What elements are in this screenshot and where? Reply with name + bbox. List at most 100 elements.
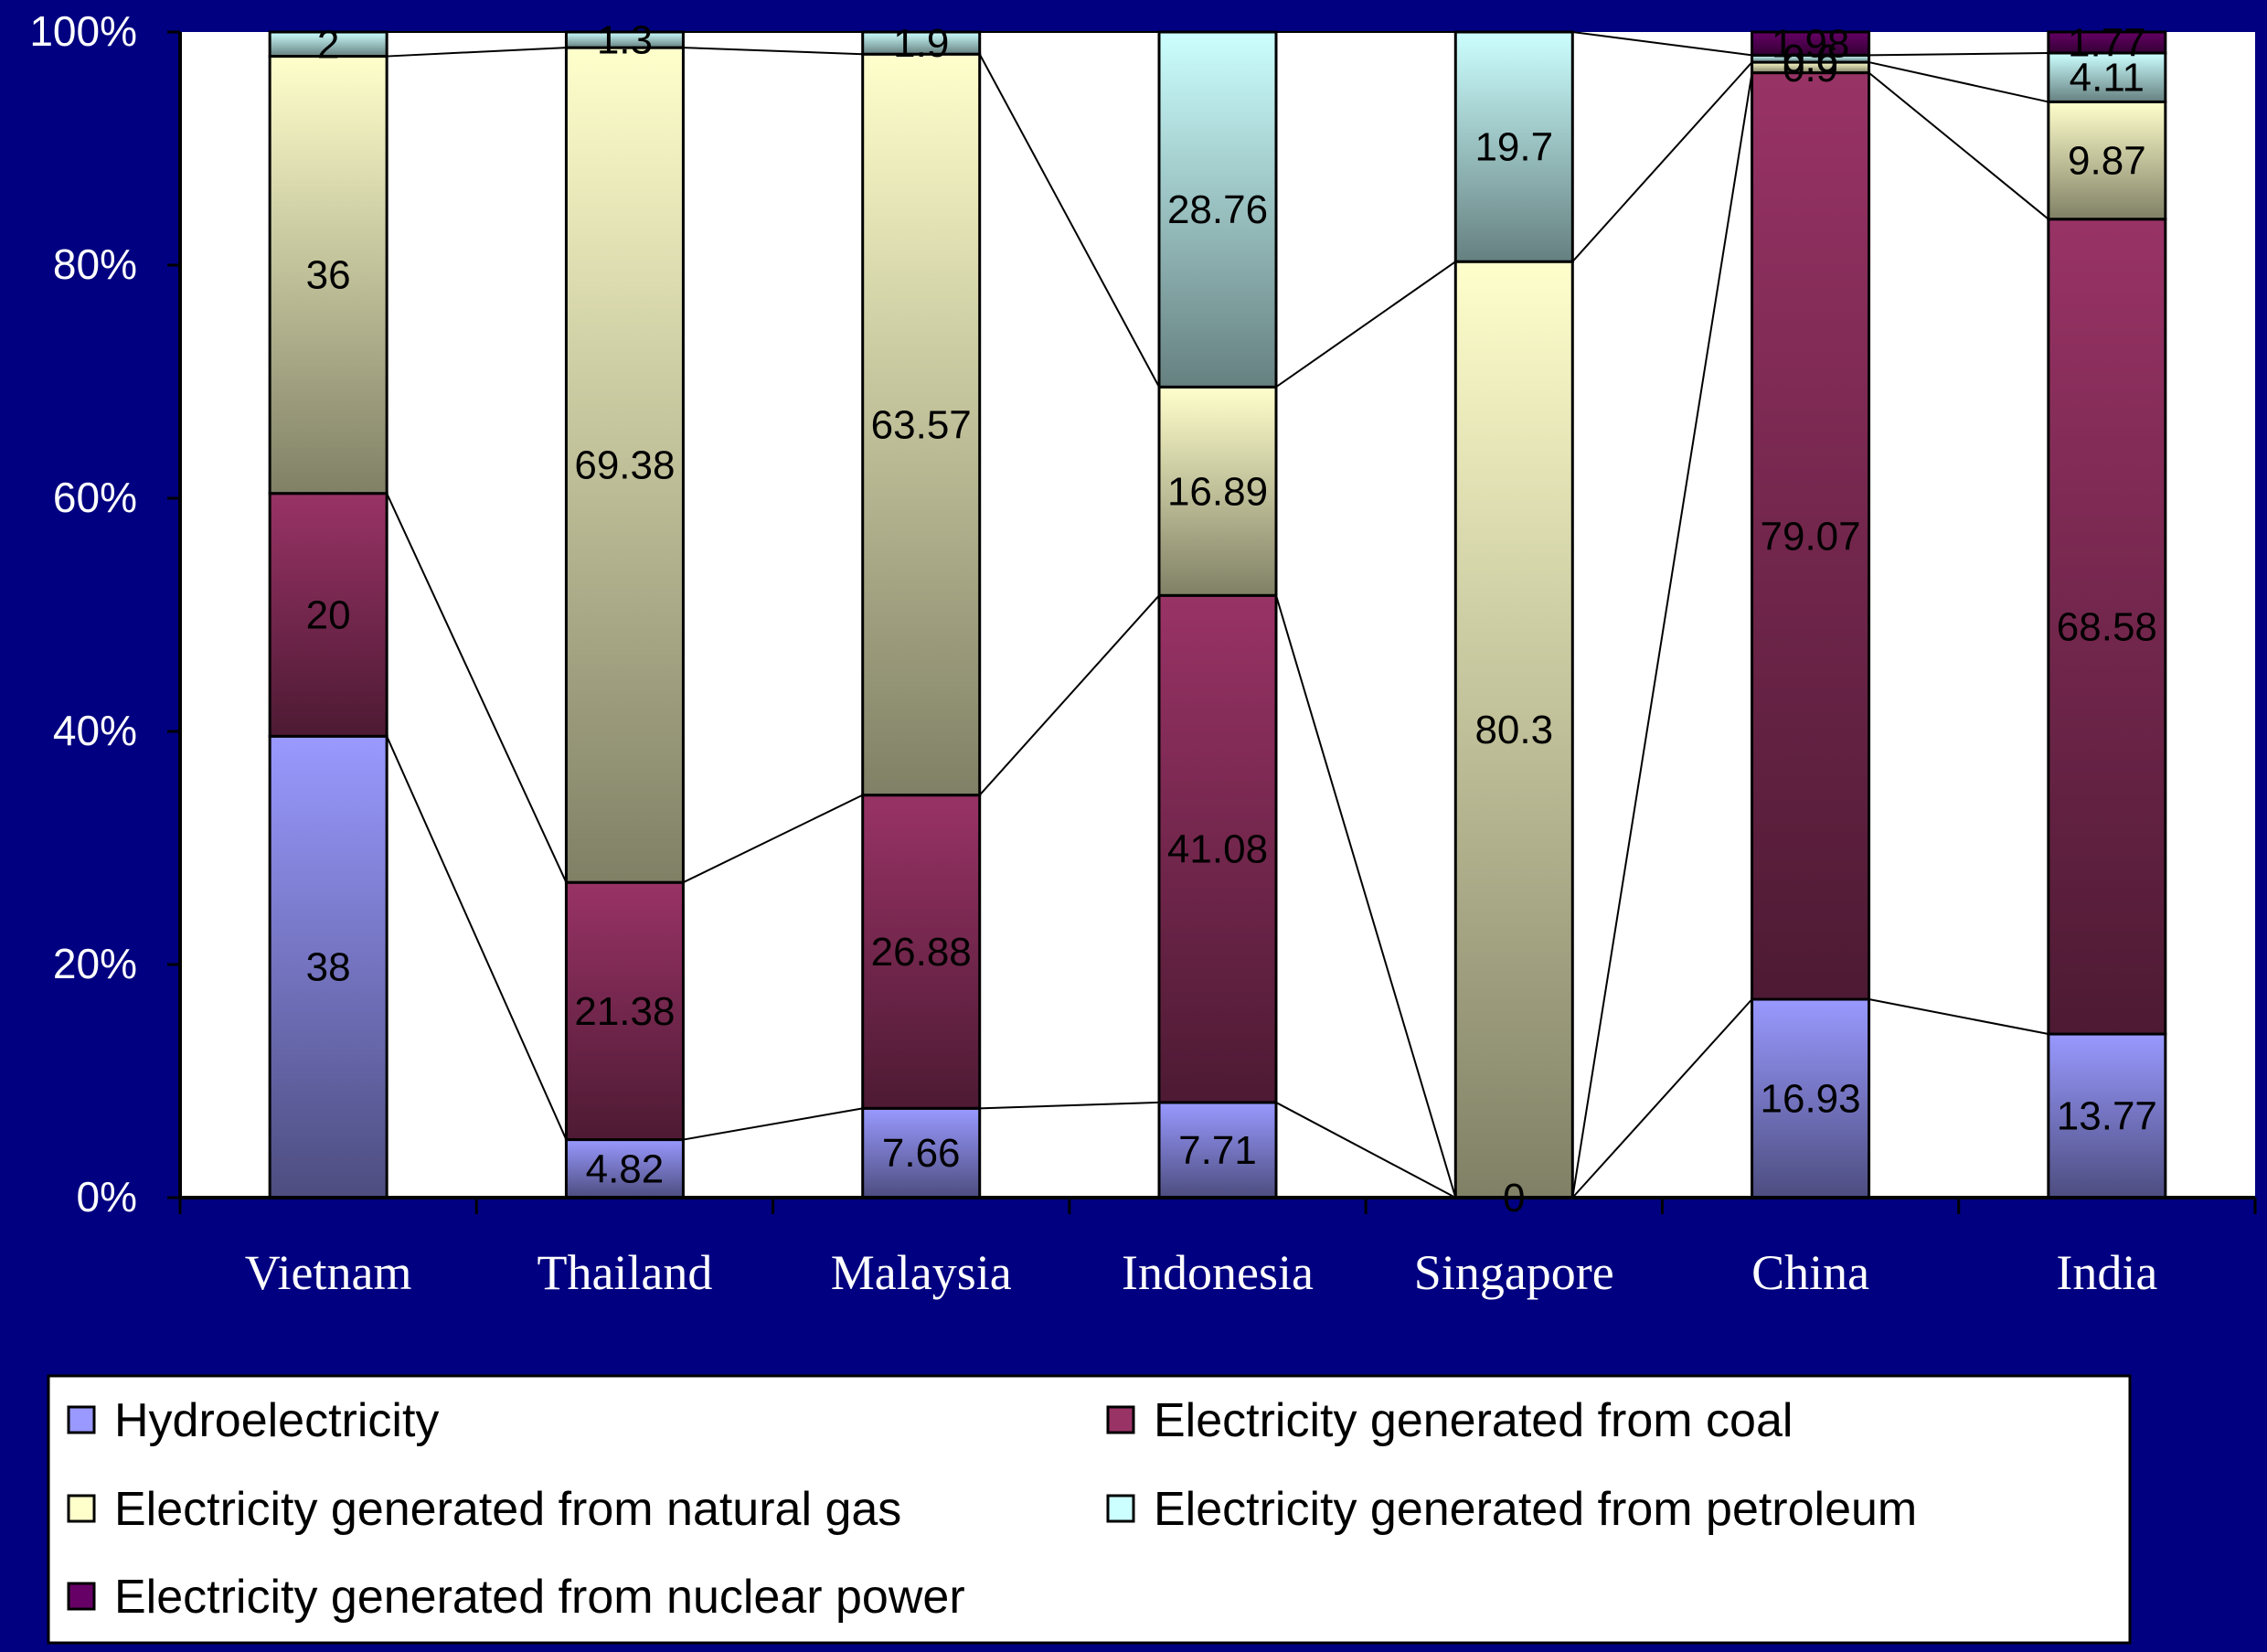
legend: Hydroelectricity Electricity generated fr… (47, 1374, 2132, 1645)
bar-indonesia-electricity-generated-from-coal (1157, 593, 1278, 1104)
data-label-india-electricity-generated-from-nuclear-power: 1.77 (2068, 21, 2146, 66)
bar-india-electricity-generated-from-nuclear-power (2047, 30, 2167, 55)
x-tick-label-china: China (1751, 1245, 1869, 1300)
bar-india-electricity-generated-from-coal (2047, 218, 2167, 1036)
data-label-malaysia-hydroelectricity: 7.66 (882, 1131, 961, 1176)
bar-vietnam-electricity-generated-from-natural-gas (268, 55, 388, 496)
bar-china-electricity-generated-from-nuclear-power (1751, 30, 1871, 57)
data-label-china-electricity-generated-from-petroleum: 0.6 (1783, 37, 1838, 81)
bar-malaysia-electricity-generated-from-petroleum (861, 30, 982, 56)
x-tick-label-indonesia: Indonesia (1122, 1245, 1314, 1300)
data-label-india-hydroelectricity: 13.77 (2057, 1094, 2157, 1139)
bar-china-hydroelectricity (1751, 997, 1871, 1199)
series-line-china-hydroelectricity (1868, 998, 2049, 1036)
bar-indonesia-electricity-generated-from-natural-gas (1157, 385, 1278, 597)
data-label-indonesia-hydroelectricity: 7.71 (1178, 1128, 1257, 1173)
x-tick-label-singapore: Singapore (1414, 1245, 1614, 1300)
series-line-malaysia-electricity-generated-from-natural-gas (978, 53, 1160, 388)
bars (268, 30, 2167, 1199)
data-label-thailand-electricity-generated-from-petroleum: 1.3 (597, 18, 653, 63)
bar-indonesia-hydroelectricity (1157, 1101, 1278, 1199)
data-label-india-electricity-generated-from-petroleum: 4.11 (2070, 56, 2145, 101)
axes (178, 32, 2255, 1199)
legend-label-electricity-generated-from-natural-gas: Electricity generated from natural gas (114, 1483, 901, 1536)
bar-vietnam-electricity-generated-from-coal (268, 492, 388, 738)
y-tick-label: 0% (77, 1173, 137, 1220)
legend-swatch-electricity-generated-from-coal (1106, 1405, 1135, 1434)
legend-label-electricity-generated-from-coal: Electricity generated from coal (1154, 1394, 1793, 1447)
series-line-indonesia-electricity-generated-from-natural-gas (1275, 261, 1456, 389)
bar-indonesia-electricity-generated-from-petroleum (1157, 30, 1278, 389)
series-line-china-electricity-generated-from-natural-gas (1868, 61, 2049, 103)
series-line-indonesia-hydroelectricity (1275, 1102, 1456, 1199)
data-label-china-electricity-generated-from-nuclear-power: 1.98 (1772, 22, 1850, 67)
bar-thailand-hydroelectricity (564, 1138, 685, 1199)
y-axis-ticks: 0% 20% 40% 60% 80% 100% (29, 7, 180, 1220)
y-tick-label: 60% (53, 474, 137, 521)
series-line-singapore-electricity-generated-from-petroleum (1572, 31, 1752, 57)
data-label-thailand-electricity-generated-from-natural-gas: 69.38 (574, 443, 675, 488)
data-label-china-electricity-generated-from-natural-gas: 0.9 (1783, 46, 1838, 91)
data-label-singapore-electricity-generated-from-petroleum: 19.7 (1474, 125, 1553, 170)
legend-label-electricity-generated-from-petroleum: Electricity generated from petroleum (1154, 1483, 1917, 1536)
data-label-singapore-electricity-generated-from-natural-gas: 80.3 (1474, 708, 1553, 752)
data-label-china-electricity-generated-from-coal: 79.07 (1761, 514, 1861, 559)
bar-india-hydroelectricity (2047, 1032, 2167, 1199)
bar-malaysia-electricity-generated-from-natural-gas (861, 52, 982, 797)
bar-india-electricity-generated-from-petroleum (2047, 51, 2167, 103)
data-label-indonesia-electricity-generated-from-natural-gas: 16.89 (1167, 469, 1268, 514)
data-label-vietnam-electricity-generated-from-petroleum: 2 (317, 22, 339, 67)
bar-singapore-electricity-generated-from-natural-gas (1453, 260, 1574, 1199)
bar-vietnam-electricity-generated-from-petroleum (268, 30, 388, 59)
data-label-thailand-electricity-generated-from-coal: 21.38 (574, 989, 675, 1034)
bar-singapore-electricity-generated-from-petroleum (1453, 30, 1574, 263)
bar-thailand-electricity-generated-from-coal (564, 880, 685, 1142)
data-label-india-electricity-generated-from-coal: 68.58 (2057, 604, 2157, 649)
series-line-malaysia-hydroelectricity (979, 1101, 1160, 1110)
legend-box (47, 1374, 2132, 1645)
y-tick-label: 20% (53, 940, 137, 987)
legend-swatch-electricity-generated-from-petroleum (1106, 1494, 1135, 1523)
series-line-thailand-hydroelectricity (683, 1107, 863, 1141)
series-line-thailand-electricity-generated-from-coal (682, 794, 864, 884)
series-line-singapore-hydroelectricity (1571, 998, 1753, 1199)
series-line-thailand-electricity-generated-from-natural-gas (683, 47, 863, 56)
bar-thailand-electricity-generated-from-petroleum (564, 30, 685, 49)
data-label-vietnam-hydroelectricity: 38 (306, 945, 351, 990)
bar-thailand-electricity-generated-from-natural-gas (564, 46, 685, 884)
legend-label-hydroelectricity: Hydroelectricity (114, 1394, 439, 1447)
x-tick-label-malaysia: Malaysia (831, 1245, 1012, 1300)
series-lines (386, 31, 2049, 1199)
series-line-vietnam-electricity-generated-from-natural-gas (387, 47, 567, 58)
data-label-malaysia-electricity-generated-from-natural-gas: 63.57 (871, 402, 972, 447)
data-label-vietnam-electricity-generated-from-coal: 20 (306, 593, 351, 638)
x-tick-label-india: India (2056, 1245, 2157, 1300)
data-labels: 38 20 36 2 4.82 21.38 69.38 1.3 7.66 26.88 63.57 1.… (306, 18, 2157, 1220)
series-line-vietnam-electricity-generated-from-coal (386, 493, 568, 883)
series-line-china-electricity-generated-from-petroleum (1868, 52, 2049, 57)
y-tick-label: 40% (53, 707, 137, 754)
series-line-singapore-electricity-generated-from-natural-gas (1571, 61, 1753, 262)
legend-swatch-electricity-generated-from-nuclear-power (67, 1582, 96, 1611)
series-line-vietnam-hydroelectricity (386, 735, 568, 1140)
x-tick-label-vietnam: Vietnam (245, 1245, 412, 1300)
legend-swatch-electricity-generated-from-natural-gas (67, 1494, 96, 1523)
data-label-indonesia-electricity-generated-from-coal: 41.08 (1167, 827, 1268, 872)
legend-swatch-hydroelectricity (67, 1405, 96, 1434)
data-label-malaysia-electricity-generated-from-coal: 26.88 (871, 930, 972, 975)
data-label-indonesia-electricity-generated-from-petroleum: 28.76 (1167, 187, 1268, 232)
bar-china-electricity-generated-from-coal (1751, 71, 1871, 1001)
x-axis-ticks: Vietnam Thailand Malaysia Indonesia Singapor… (178, 1198, 2257, 1300)
bar-vietnam-hydroelectricity (268, 734, 388, 1199)
x-tick-label-thailand: Thailand (537, 1245, 712, 1300)
series-line-indonesia-electricity-generated-from-coal (1275, 595, 1457, 1199)
series-line-singapore-electricity-generated-from-coal (1571, 72, 1753, 1199)
data-label-india-electricity-generated-from-natural-gas: 9.87 (2068, 139, 2146, 184)
data-label-vietnam-electricity-generated-from-natural-gas: 36 (306, 253, 351, 298)
y-tick-label: 100% (29, 7, 137, 55)
data-label-malaysia-electricity-generated-from-petroleum: 1.9 (893, 21, 949, 66)
bar-malaysia-electricity-generated-from-coal (861, 794, 982, 1110)
legend-label-electricity-generated-from-nuclear-power: Electricity generated from nuclear power (114, 1571, 965, 1624)
series-line-malaysia-electricity-generated-from-coal (978, 594, 1160, 796)
